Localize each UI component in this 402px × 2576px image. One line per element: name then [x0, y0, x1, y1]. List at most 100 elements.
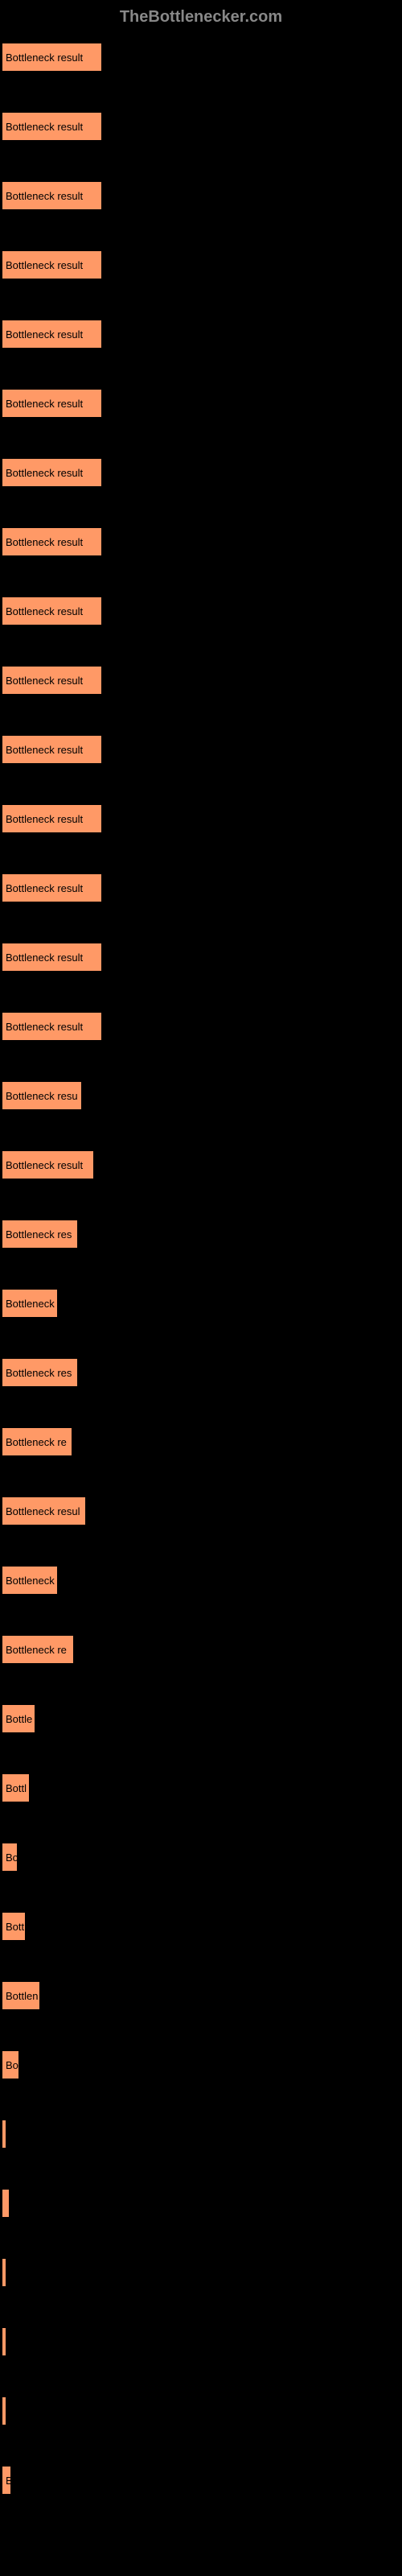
bar: Bottleneck res [2, 1220, 78, 1249]
bar-row: Bott [2, 1912, 402, 1941]
bar-row: Bottle [2, 1704, 402, 1733]
bar-row [2, 2258, 402, 2287]
bar-row: Bottleneck result [2, 389, 402, 418]
bar-row: Bottleneck result [2, 527, 402, 556]
bar: Bottleneck result [2, 250, 102, 279]
bar: Bottleneck result [2, 527, 102, 556]
bar: Bo [2, 2050, 19, 2079]
bar: Bottleneck result [2, 181, 102, 210]
bar: Bottleneck result [2, 943, 102, 972]
bar-label: Bottleneck result [6, 605, 83, 617]
bar-label: Bottleneck result [6, 467, 83, 479]
site-header: TheBottlenecker.com [0, 8, 402, 27]
bar-row: Bottleneck result [2, 1150, 402, 1179]
bar-row: Bottl [2, 1773, 402, 1802]
bar: Bottleneck result [2, 1012, 102, 1041]
bar-row: Bottleneck result [2, 181, 402, 210]
bar-label: Bottleneck resul [6, 1505, 80, 1517]
bar-row: Bottleneck result [2, 666, 402, 695]
bar: Bottleneck re [2, 1427, 72, 1456]
bar-label: Bottleneck [6, 1298, 55, 1310]
bar-row [2, 2327, 402, 2356]
bar-row: Bottleneck re [2, 1635, 402, 1664]
bar: Bottleneck result [2, 112, 102, 141]
bar-label: Bottleneck result [6, 882, 83, 894]
bar-label: Bo [6, 1852, 18, 1864]
bar-label: Bottleneck re [6, 1644, 67, 1656]
bar-label: Bottleneck result [6, 398, 83, 410]
bar-row: Bottleneck result [2, 458, 402, 487]
bar-label: Bottleneck result [6, 328, 83, 341]
bar-row: Bottleneck resu [2, 1081, 402, 1110]
bar: Bottleneck result [2, 597, 102, 625]
bar: Bottleneck res [2, 1358, 78, 1387]
bar-row: Bottleneck result [2, 804, 402, 833]
bar-label: Bottlen [6, 1990, 38, 2002]
bar: Bottleneck result [2, 389, 102, 418]
bar-row: Bottleneck re [2, 1427, 402, 1456]
bar-row: Bottleneck result [2, 735, 402, 764]
bar-row: Bottleneck res [2, 1220, 402, 1249]
bar-row: Bottleneck result [2, 320, 402, 349]
bar: Bottleneck resu [2, 1081, 82, 1110]
bar: Bottleneck result [2, 735, 102, 764]
bar: Bo [2, 1843, 18, 1872]
bar: Bottleneck result [2, 458, 102, 487]
bar-label: Bottleneck result [6, 121, 83, 133]
bar-row: Bottleneck result [2, 250, 402, 279]
bar [2, 2258, 6, 2287]
bar-row [2, 2396, 402, 2425]
bar: Bottleneck result [2, 320, 102, 349]
bar-chart: Bottleneck result Bottleneck result Bottle… [0, 43, 402, 2495]
bar-label: B [6, 2475, 11, 2487]
bar: Bottleneck result [2, 666, 102, 695]
bar: Bottleneck result [2, 873, 102, 902]
bar-row: Bottleneck result [2, 943, 402, 972]
bar: Bottleneck resul [2, 1496, 86, 1525]
bar: B [2, 2466, 11, 2495]
bar-label: Bottleneck resu [6, 1090, 78, 1102]
bar: Bottleneck [2, 1289, 58, 1318]
bar-row: Bottleneck result [2, 873, 402, 902]
bar-row: Bottleneck result [2, 43, 402, 72]
bar-label: Bottleneck re [6, 1436, 67, 1448]
bar: Bottleneck result [2, 43, 102, 72]
bar: Bottl [2, 1773, 30, 1802]
bar [2, 2396, 6, 2425]
bar: Bottle [2, 1704, 35, 1733]
bar-label: Bottl [6, 1782, 27, 1794]
bar-label: Bottleneck result [6, 1021, 83, 1033]
bar-row: Bottleneck res [2, 1358, 402, 1387]
bar-row [2, 2120, 402, 2149]
bar-label: Bottleneck result [6, 952, 83, 964]
bar-row: Bottleneck result [2, 597, 402, 625]
bar-label: Bottleneck res [6, 1367, 72, 1379]
bar-row: Bottleneck [2, 1289, 402, 1318]
bar: Bottlen [2, 1981, 40, 2010]
bar-label: Bott [6, 1921, 24, 1933]
bar [2, 2120, 6, 2149]
bar: Bottleneck result [2, 804, 102, 833]
site-title: TheBottlenecker.com [120, 8, 282, 26]
bar: Bottleneck [2, 1566, 58, 1595]
bar: Bottleneck re [2, 1635, 74, 1664]
bar-label: Bottleneck result [6, 744, 83, 756]
bar-label: Bottleneck res [6, 1228, 72, 1241]
bar-row: Bottleneck resul [2, 1496, 402, 1525]
bar-label: Bottle [6, 1713, 32, 1725]
bar: Bott [2, 1912, 26, 1941]
bar [2, 2189, 10, 2218]
bar-label: Bottleneck result [6, 52, 83, 64]
bar-row: Bottleneck [2, 1566, 402, 1595]
bar-label: Bottleneck [6, 1575, 55, 1587]
bar: Bottleneck result [2, 1150, 94, 1179]
bar-label: Bottleneck result [6, 813, 83, 825]
bar-row: Bottleneck result [2, 112, 402, 141]
bar-row: Bottlen [2, 1981, 402, 2010]
bar-label: Bottleneck result [6, 259, 83, 271]
bar-row: Bo [2, 2050, 402, 2079]
bar-row: Bo [2, 1843, 402, 1872]
bar-label: Bottleneck result [6, 675, 83, 687]
bar-label: Bo [6, 2059, 18, 2071]
bar-row: B [2, 2466, 402, 2495]
